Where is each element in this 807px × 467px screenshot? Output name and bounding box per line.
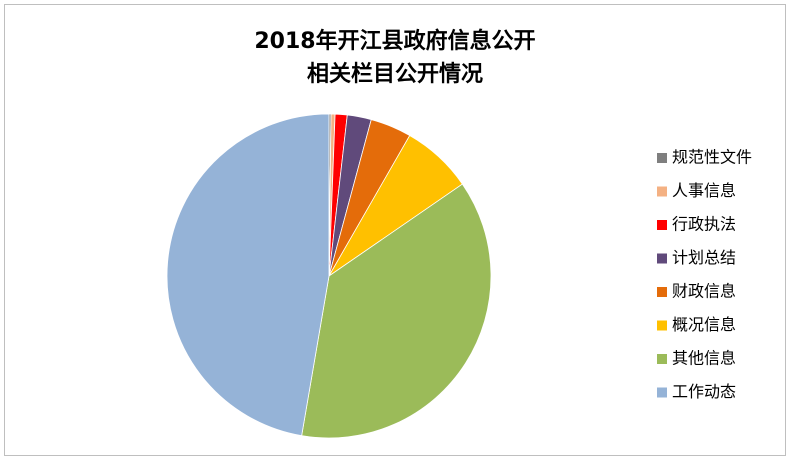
pie-slice [301, 183, 492, 439]
chart-title: 2018年开江县政府信息公开 [254, 28, 535, 54]
legend-swatch [657, 387, 667, 398]
legend-label: 人事信息 [672, 181, 736, 200]
legend-swatch [657, 186, 667, 197]
legend-label: 工作动态 [672, 382, 736, 401]
legend-swatch [657, 287, 667, 297]
legend-label: 计划总结 [672, 248, 736, 267]
legend-swatch [657, 253, 667, 264]
legend-label: 财政信息 [672, 282, 736, 301]
legend-swatch [657, 354, 667, 364]
legend-label: 行政执法 [672, 215, 736, 234]
chart-title: 相关栏目公开情况 [307, 61, 483, 87]
legend-swatch [657, 153, 667, 163]
pie-slice [166, 113, 330, 437]
legend-label: 其他信息 [672, 349, 736, 368]
legend-swatch [657, 220, 667, 230]
legend-swatch [657, 320, 667, 331]
legend-label: 概况信息 [672, 315, 736, 334]
legend-label: 规范性文件 [672, 148, 752, 167]
